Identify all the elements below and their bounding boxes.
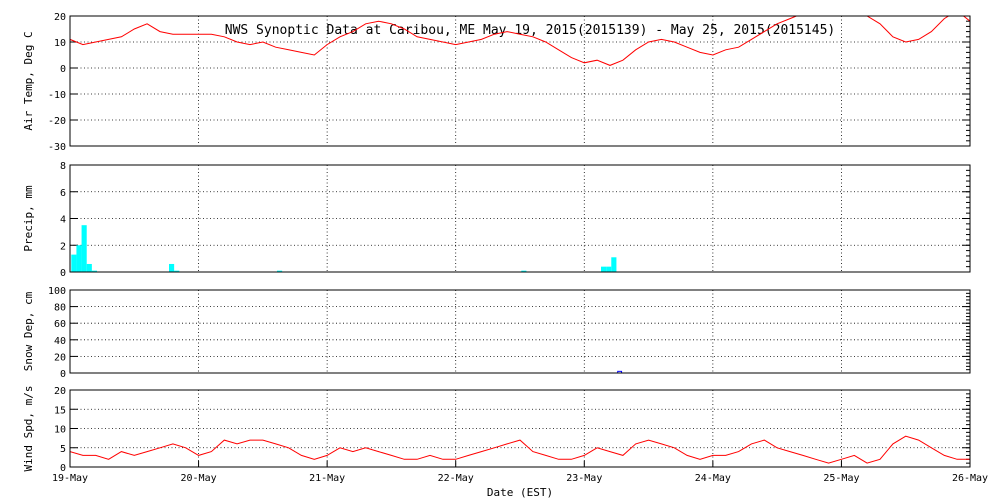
bar-precip bbox=[91, 270, 97, 272]
y-tick-label: 8 bbox=[60, 161, 66, 172]
bar-precip bbox=[81, 225, 87, 272]
y-tick-label: 0 bbox=[60, 268, 66, 279]
y-axis-label: Air Temp, Deg C bbox=[22, 31, 35, 130]
bar-precip bbox=[606, 266, 612, 272]
y-tick-label: 100 bbox=[48, 286, 66, 297]
y-tick-label: 4 bbox=[60, 215, 66, 226]
y-tick-label: 40 bbox=[54, 336, 66, 347]
y-axis-label: Wind Spd, m/s bbox=[22, 385, 35, 471]
panel-wind-speed: 0 5 10 15 20 Wind Spd, m/s bbox=[22, 385, 971, 474]
bar-precip bbox=[174, 270, 180, 272]
y-tick-label: -20 bbox=[48, 116, 66, 127]
bar-precip bbox=[611, 257, 617, 272]
bar-precip bbox=[76, 245, 82, 272]
x-tick-label: 23-May bbox=[566, 473, 602, 484]
y-axis-label: Precip, mm bbox=[22, 185, 35, 252]
y-tick-label: 5 bbox=[60, 444, 66, 455]
x-tick-label: 19-May bbox=[52, 473, 88, 484]
bar-precip bbox=[86, 263, 92, 272]
y-tick-label: -30 bbox=[48, 142, 66, 153]
x-tick-label: 22-May bbox=[438, 473, 474, 484]
x-tick-label: 26-May bbox=[952, 473, 988, 484]
bar-precip bbox=[71, 254, 77, 272]
panel-air-temp: -30 -20 -10 0 10 20 Air Temp, Deg C bbox=[22, 12, 971, 153]
y-tick-label: 10 bbox=[54, 425, 66, 436]
series-line-air-temp bbox=[70, 16, 970, 66]
panel-frame bbox=[69, 389, 971, 468]
chart-title: NWS Synoptic Data at Caribou, ME May 19,… bbox=[225, 23, 835, 38]
bar-precip bbox=[169, 263, 175, 272]
y-tick-label: 6 bbox=[60, 188, 66, 199]
x-tick-label: 21-May bbox=[309, 473, 345, 484]
y-tick-label: 20 bbox=[54, 12, 66, 23]
panel-frame bbox=[69, 289, 971, 374]
y-tick-label: 0 bbox=[60, 369, 66, 380]
x-tick-label: 24-May bbox=[695, 473, 731, 484]
y-tick-label: 20 bbox=[54, 352, 66, 363]
y-tick-label: 0 bbox=[60, 463, 66, 474]
x-tick-label: 20-May bbox=[181, 473, 217, 484]
panel-frame bbox=[69, 164, 971, 273]
y-tick-label: 15 bbox=[54, 405, 66, 416]
y-axis-label: Snow Dep, cm bbox=[22, 291, 35, 371]
y-tick-label: -10 bbox=[48, 90, 66, 101]
x-axis-label: Date (EST) bbox=[487, 486, 553, 499]
panel-frame bbox=[69, 15, 971, 147]
y-tick-label: 2 bbox=[60, 241, 66, 252]
y-tick-label: 60 bbox=[54, 319, 66, 330]
y-tick-label: 20 bbox=[54, 386, 66, 397]
y-tick-label: 80 bbox=[54, 303, 66, 314]
panels-layer: -30 -20 -10 0 10 20 Air Temp, Deg C 0 2 4 6 8 Precip… bbox=[22, 12, 971, 474]
x-tick-label: 25-May bbox=[823, 473, 859, 484]
panel-precip: 0 2 4 6 8 Precip, mm bbox=[22, 161, 971, 279]
bar-precip bbox=[521, 270, 527, 272]
y-tick-label: 0 bbox=[60, 64, 66, 75]
bar-precip bbox=[601, 266, 607, 272]
x-axis: 19-May 20-May 21-May 22-May 23-May 24-May 25-M… bbox=[52, 461, 988, 484]
y-tick-label: 10 bbox=[54, 38, 66, 49]
bar-precip bbox=[277, 270, 283, 272]
series-line-wind-speed bbox=[70, 435, 970, 464]
panel-snow-depth: 0 20 40 60 80 100 Snow Dep, cm bbox=[22, 286, 971, 380]
